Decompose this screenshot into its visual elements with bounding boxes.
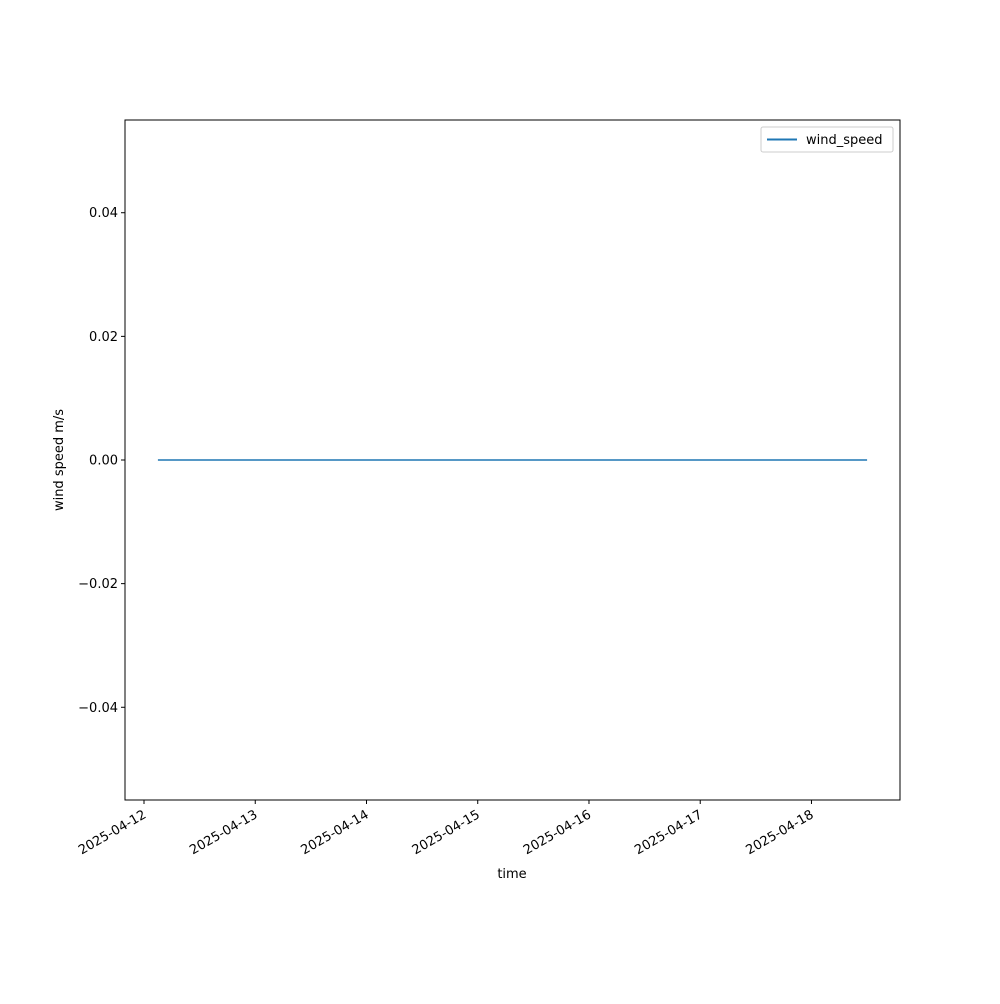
legend-box xyxy=(760,126,894,153)
x-tick-label: 2025-04-16 xyxy=(521,807,594,858)
x-tick-label: 2025-04-17 xyxy=(632,807,705,858)
y-tick-label: −0.02 xyxy=(78,577,118,592)
y-tick-label: 0.04 xyxy=(89,206,118,221)
x-tick-label: 2025-04-13 xyxy=(187,807,260,858)
x-tick-label: 2025-04-14 xyxy=(299,807,372,858)
x-axis-label: time xyxy=(497,867,526,882)
x-tick-label: 2025-04-18 xyxy=(744,807,817,858)
y-axis-label: wind speed m/s xyxy=(52,409,67,511)
y-tick-label: −0.04 xyxy=(78,701,118,716)
legend-label: wind_speed xyxy=(806,133,883,148)
legend: wind_speed xyxy=(760,126,894,153)
x-tick-label: 2025-04-15 xyxy=(410,807,483,858)
x-tick-label: 2025-04-12 xyxy=(76,807,149,858)
y-tick-label: 0.02 xyxy=(89,330,118,345)
y-tick-label: 0.00 xyxy=(89,454,118,469)
